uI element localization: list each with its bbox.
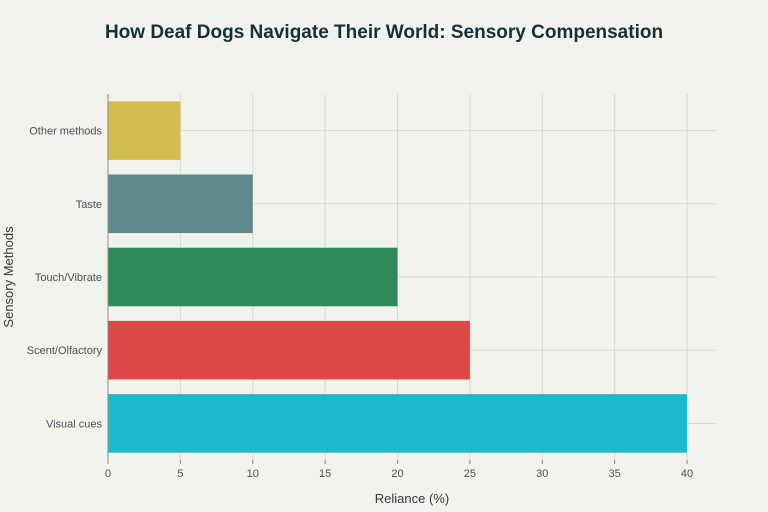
- bar-taste: [108, 174, 253, 234]
- bar-other-methods: [108, 101, 181, 160]
- bar-visual-cues: [108, 394, 688, 453]
- y-category-label: Taste: [76, 199, 102, 211]
- x-tick-label: 25: [464, 468, 476, 480]
- x-tick-label: 15: [319, 468, 331, 480]
- bar-scent-olfactory: [108, 320, 470, 380]
- x-tick-labels: 0 5 10 15 20 25 30 35 40: [105, 468, 693, 480]
- x-tick-label: 35: [609, 468, 621, 480]
- x-tick-label: 40: [681, 468, 693, 480]
- y-axis-title: Sensory Methods: [1, 226, 16, 328]
- x-tick-label: 20: [391, 468, 403, 480]
- y-category-label: Touch/Vibrate: [35, 272, 102, 284]
- x-tick-label: 10: [247, 468, 259, 480]
- chart-title: How Deaf Dogs Navigate Their World: Sens…: [105, 22, 663, 43]
- y-category-label: Visual cues: [46, 418, 103, 430]
- bar-touch-vibrate: [108, 247, 398, 307]
- y-category-labels: Other methods Taste Touch/Vibrate Scent/Olf…: [27, 126, 103, 431]
- bars: [108, 101, 688, 453]
- y-category-label: Other methods: [29, 126, 102, 138]
- y-category-label: Scent/Olfactory: [27, 345, 103, 357]
- x-tick-label: 0: [105, 468, 111, 480]
- x-tick-label: 30: [536, 468, 548, 480]
- x-axis-title: Reliance (%): [375, 491, 449, 506]
- x-tick-label: 5: [177, 468, 183, 480]
